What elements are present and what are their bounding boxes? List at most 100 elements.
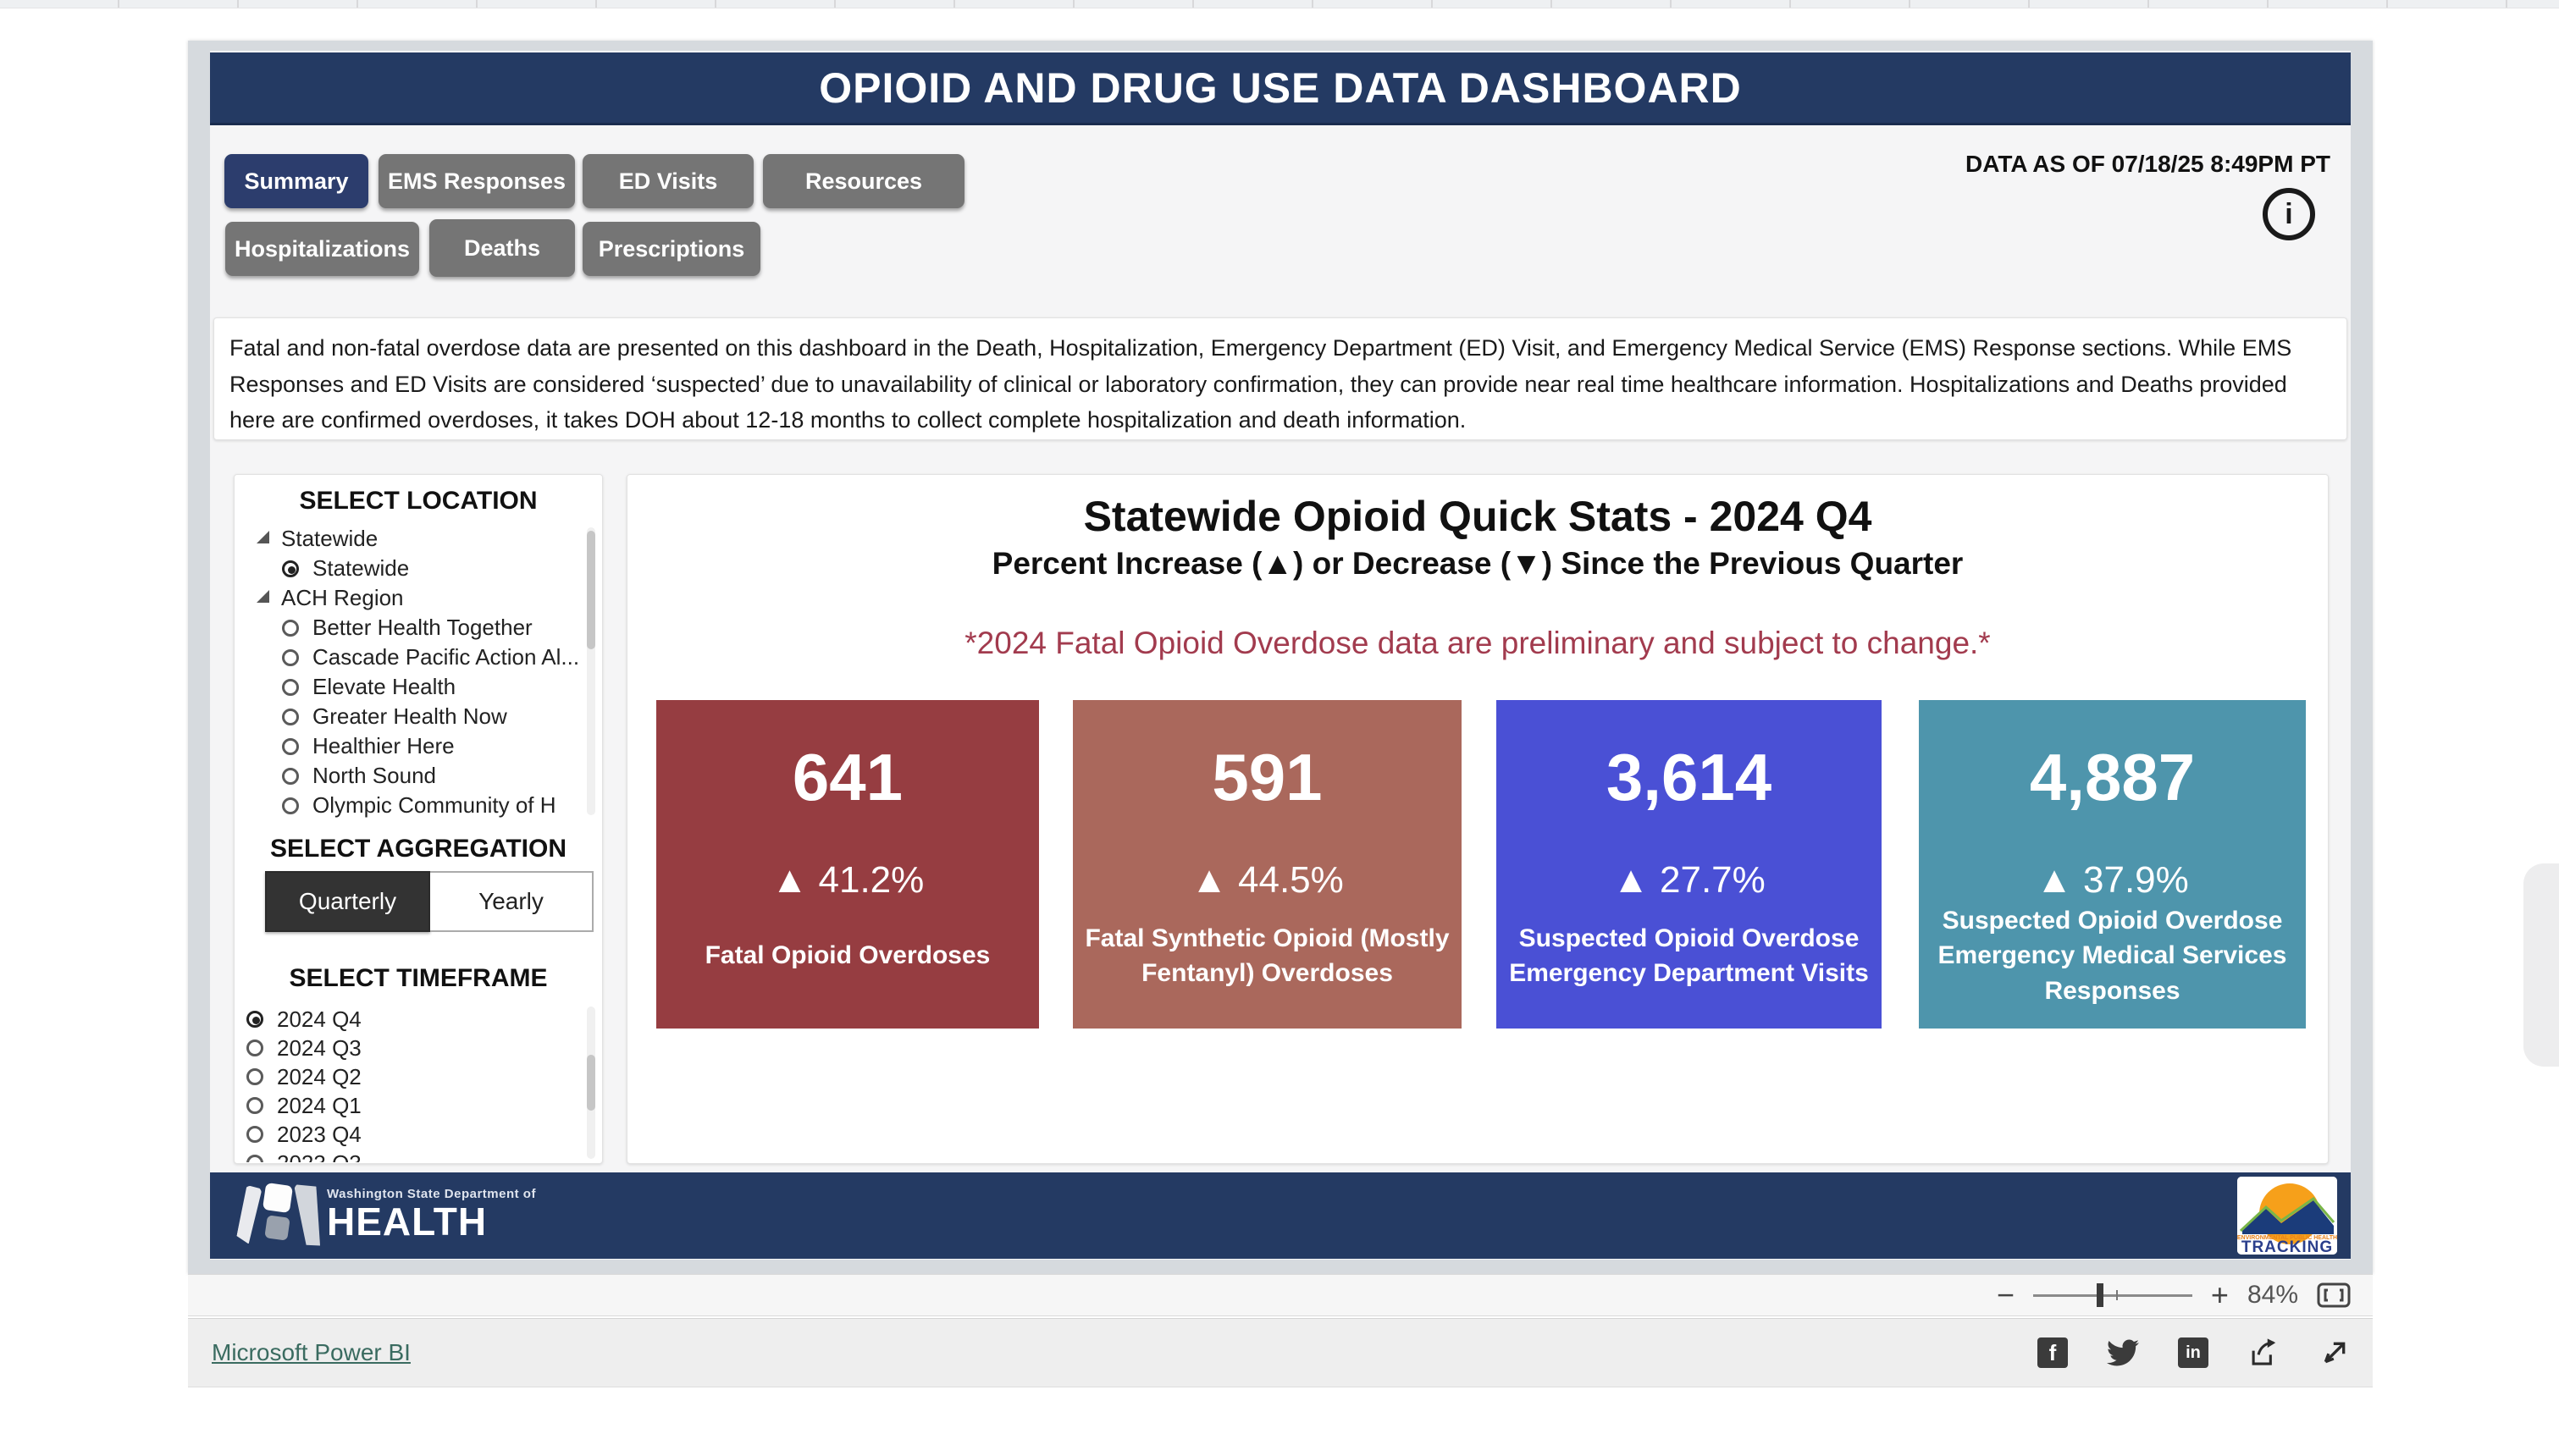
expand-collapse-icon[interactable] [257,590,269,603]
timeframe-option[interactable]: 2024 Q2 [246,1062,595,1091]
tab-ems-responses[interactable]: EMS Responses [379,154,575,208]
up-arrow-icon: ▲ [2036,859,2073,901]
zoom-slider-thumb[interactable] [2097,1282,2104,1307]
radio-icon[interactable] [246,1068,263,1085]
fullscreen-icon[interactable] [2319,1337,2351,1369]
select-aggregation-title: SELECT AGGREGATION [269,835,567,863]
radio-icon[interactable] [282,619,299,637]
quick-stats-panel: Statewide Opioid Quick Stats - 2024 Q4 P… [627,474,2329,1164]
aggregation-yearly-button[interactable]: Yearly [430,871,594,932]
radio-icon[interactable] [282,767,299,785]
twitter-icon[interactable] [2107,1337,2139,1369]
zoom-slider-notch [2115,1289,2118,1300]
dashboard-title-bar: OPIOID AND DRUG USE DATA DASHBOARD [210,52,2351,125]
stat-change-value: 27.7% [1660,859,1766,901]
description-text: Fatal and non-fatal overdose data are pr… [229,335,2292,433]
facebook-icon[interactable]: f [2037,1337,2068,1368]
stat-card-fatal-opioid: 641 ▲ 41.2% Fatal Opioid Overdoses [656,700,1039,1029]
timeframe-option[interactable]: 2024 Q1 [246,1091,595,1120]
zoom-slider[interactable] [2032,1282,2192,1307]
tab-summary[interactable]: Summary [224,154,368,208]
tab-deaths[interactable]: Deaths [429,219,575,277]
radio-icon[interactable] [282,648,299,666]
stat-card-ed-visits: 3,614 ▲ 27.7% Suspected Opioid Overdose … [1496,700,1882,1029]
stat-change: ▲ 37.9% [2036,859,2189,902]
radio-icon[interactable] [246,1040,263,1056]
report-embed-container: OPIOID AND DRUG USE DATA DASHBOARD Summa… [188,41,2373,1274]
timeframe-label: 2024 Q1 [277,1092,362,1118]
location-tree: Statewide Statewide ACH Region Better He… [243,524,595,822]
stat-label: Fatal Synthetic Opioid (Mostly Fentanyl)… [1085,924,1450,987]
tab-resources[interactable]: Resources [763,154,964,208]
microsoft-powerbi-link[interactable]: Microsoft Power BI [212,1339,411,1365]
radio-icon[interactable] [246,1097,263,1114]
stat-change: ▲ 41.2% [771,859,925,902]
radio-icon[interactable] [282,678,299,696]
zoom-in-button[interactable]: + [2210,1277,2229,1312]
stat-change: ▲ 27.7% [1612,859,1766,902]
tree-item-label: North Sound [312,763,436,788]
timeframe-label: 2024 Q4 [277,1006,362,1032]
timeframe-scrollbar-thumb[interactable] [587,1055,595,1111]
radio-selected-icon[interactable] [246,1011,263,1028]
location-group-ach-region[interactable]: ACH Region [243,583,595,613]
radio-icon[interactable] [282,797,299,814]
share-icon[interactable] [2247,1337,2280,1369]
stat-value: 3,614 [1606,740,1772,814]
location-option[interactable]: Healthier Here [243,731,595,761]
stat-change-value: 41.2% [818,859,925,901]
stat-card-ems-responses: 4,887 ▲ 37.9% Suspected Opioid Overdose … [1919,700,2306,1029]
timeframe-option[interactable]: 2023 Q4 [246,1120,595,1149]
tab-label: EMS Responses [387,168,567,194]
tree-item-label: Healthier Here [312,733,455,758]
timeframe-option[interactable]: 2023 Q3 [246,1149,595,1162]
timeframe-label: 2024 Q3 [277,1034,362,1061]
timeframe-option[interactable]: 2024 Q4 [246,1005,595,1034]
svg-text:TRACKING: TRACKING [2241,1238,2333,1255]
tab-prescriptions[interactable]: Prescriptions [583,222,760,276]
radio-icon[interactable] [246,1155,263,1162]
tab-ed-visits[interactable]: ED Visits [583,154,754,208]
location-option[interactable]: Cascade Pacific Action Al... [243,643,595,672]
location-option-statewide[interactable]: Statewide [243,554,595,583]
location-scrollbar-thumb[interactable] [587,531,595,649]
fit-to-page-icon[interactable] [2317,1282,2351,1309]
linkedin-icon[interactable]: in [2178,1337,2208,1368]
location-scrollbar-track[interactable] [587,527,595,815]
preliminary-note: *2024 Fatal Opioid Overdose data are pre… [964,626,1991,660]
tree-item-label: Statewide [312,555,410,581]
radio-icon[interactable] [246,1126,263,1143]
timeframe-list: 2024 Q4 2024 Q3 2024 Q2 2024 Q1 2023 Q4 … [246,1000,595,1162]
location-option[interactable]: Elevate Health [243,672,595,702]
tab-hospitalizations[interactable]: Hospitalizations [225,222,419,276]
zoom-out-button[interactable]: − [1996,1277,2015,1312]
tracking-logo[interactable]: ENVIRONMENTAL PUBLIC HEALTH TRACKING [2237,1177,2337,1255]
location-option[interactable]: North Sound [243,761,595,791]
tree-item-label: Greater Health Now [312,703,507,729]
tab-label: Deaths [463,234,541,261]
browser-tab-strip [0,0,2559,8]
doh-logo[interactable]: Washington State Department of HEALTH [239,1181,536,1249]
radio-icon[interactable] [282,737,299,755]
expand-collapse-icon[interactable] [257,531,269,543]
aggregation-quarterly-button[interactable]: Quarterly [265,871,430,932]
svg-text:ENVIRONMENTAL PUBLIC HEALTH: ENVIRONMENTAL PUBLIC HEALTH [2237,1235,2337,1241]
location-option[interactable]: Greater Health Now [243,702,595,731]
page-scrollbar-thumb[interactable] [2523,863,2559,1067]
powerbi-footer-bar: Microsoft Power BI f in [188,1318,2373,1387]
info-icon[interactable]: i [2263,188,2315,240]
tab-label: Prescriptions [598,235,745,262]
location-option[interactable]: Olympic Community of H [243,791,595,820]
stat-label: Fatal Opioid Overdoses [705,941,991,970]
radio-icon[interactable] [282,708,299,725]
filter-sidebar: SELECT LOCATION Statewide Statewide ACH … [234,474,603,1164]
location-group-statewide[interactable]: Statewide [243,524,595,554]
radio-selected-icon[interactable] [282,560,299,577]
location-option[interactable]: Better Health Together [243,613,595,643]
share-icons: f in [2037,1337,2351,1369]
stat-value: 641 [792,740,904,814]
description-panel: Fatal and non-fatal overdose data are pr… [213,317,2347,440]
timeframe-label: 2023 Q4 [277,1121,362,1147]
timeframe-option[interactable]: 2024 Q3 [246,1034,595,1062]
stat-value: 4,887 [2029,740,2196,814]
